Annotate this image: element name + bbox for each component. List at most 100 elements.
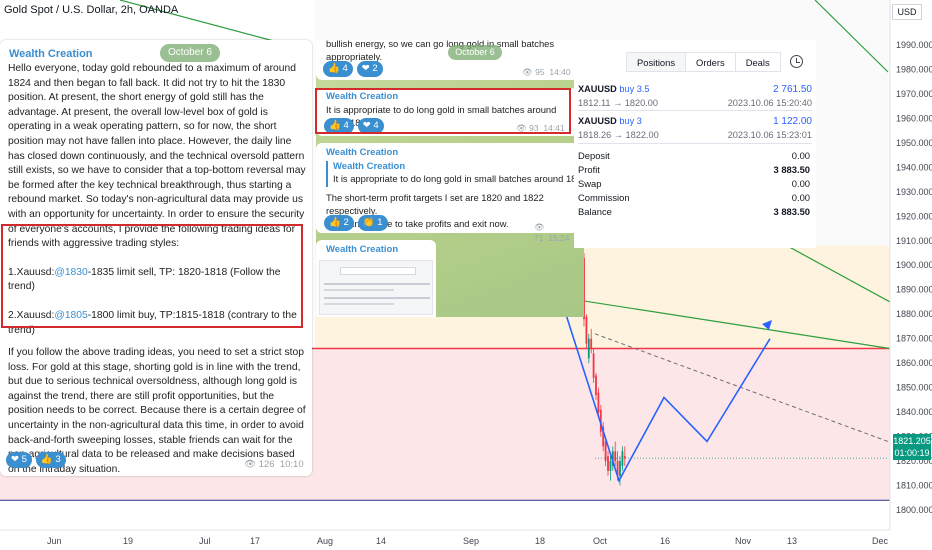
candle-body: [609, 461, 612, 471]
reactions: 👍 2 👏 1: [324, 215, 388, 231]
candle-body: [607, 456, 609, 471]
reaction-clap[interactable]: 👏 1: [357, 215, 388, 231]
channel-name[interactable]: Wealth Creation: [326, 147, 399, 158]
view-count: 126: [258, 459, 275, 470]
price-label: 1880.000: [896, 309, 932, 319]
dashed-trend-line: [594, 333, 889, 442]
reaction-heart[interactable]: ❤ 2: [356, 61, 383, 77]
price-label: 1910.000: [896, 236, 932, 246]
candle-body: [595, 375, 597, 395]
quoted-message[interactable]: Wealth Creation It is appropriate to do …: [326, 161, 575, 187]
message-bubble-3: Wealth Creation Wealth Creation It is ap…: [316, 143, 578, 243]
currency-button[interactable]: USD: [892, 4, 922, 20]
tab-positions[interactable]: Positions: [626, 52, 687, 72]
price-label: 1850.000: [896, 383, 932, 393]
eye-icon: 👁: [244, 459, 257, 470]
time-label: 18: [535, 536, 545, 546]
reaction-thumbs-up[interactable]: 👍 4: [323, 61, 353, 77]
price-label: 1960.000: [896, 113, 932, 123]
highlight-box: [315, 88, 571, 134]
candle-body: [587, 338, 590, 359]
price-label: 1980.000: [896, 64, 932, 74]
sell-zone-left: [0, 475, 315, 501]
price-label: 1970.000: [896, 89, 932, 99]
candle-body: [602, 426, 605, 447]
reaction-thumbs-up[interactable]: 👍 4: [324, 118, 354, 134]
candle-body: [583, 257, 585, 320]
price-label: 1860.000: [896, 358, 932, 368]
telegram-feed: bullish energy, so we can go long gold i…: [315, 38, 584, 317]
projection-path: [561, 301, 772, 483]
mention-link-2[interactable]: @1805: [54, 309, 88, 321]
reactions: 👍 4 ❤ 2: [323, 61, 383, 77]
last-price-tag: 1821.205 01:00:19: [893, 434, 931, 460]
date-pill: October 6: [448, 45, 502, 60]
candle-body: [621, 451, 624, 466]
post-paragraph-2: If you follow the above trading ideas, y…: [8, 347, 306, 475]
channel-name[interactable]: Wealth Creation: [9, 48, 93, 60]
account-balance: Balance 3 883.50: [578, 206, 810, 217]
time-label: 17: [250, 536, 260, 546]
tab-orders[interactable]: Orders: [686, 52, 736, 72]
account-deposit: Deposit 0.00: [578, 150, 810, 161]
price-label: 1990.000: [896, 40, 932, 50]
projection-line: [561, 301, 771, 483]
position-row[interactable]: XAUUSD buy 3 1 122.00 1818.26 → 1822.00 …: [578, 116, 812, 140]
candle-body: [614, 451, 617, 462]
trading-panel: Positions Orders Deals XAUUSD buy 3.5 2 …: [574, 40, 816, 248]
reactions: 👍 4 ❤ 4: [324, 118, 384, 134]
channel-name[interactable]: Wealth Creation: [326, 91, 399, 102]
bar-countdown: 01:00:19: [894, 448, 930, 458]
mention-link-1[interactable]: @1830: [54, 266, 88, 278]
price-label: 1930.000: [896, 187, 932, 197]
time-label: Dec: [872, 536, 889, 546]
time-label: Jul: [199, 536, 211, 546]
last-price: 1821.205: [893, 436, 931, 446]
message-text: bullish energy, so we can go long gold i…: [326, 38, 555, 62]
candle-body: [599, 409, 602, 432]
message-text: The short-term profit targets I set are …: [326, 192, 544, 229]
message-bubble-4: Wealth Creation: [316, 240, 436, 317]
main-post-card: Wealth Creation October 6 Hello everyone…: [0, 40, 312, 476]
reaction-heart[interactable]: ❤ 4: [357, 118, 384, 134]
price-label: 1820.000: [896, 456, 932, 466]
price-label: 1920.000: [896, 211, 932, 221]
clock-icon[interactable]: [790, 55, 803, 68]
projection-arrow: [762, 320, 772, 330]
post-meta: 👁 126 10:10: [244, 459, 304, 470]
position-profit: 2 761.50: [773, 84, 812, 95]
channel-name[interactable]: Wealth Creation: [326, 244, 399, 255]
message-meta: 👁 93 14:41: [516, 123, 565, 133]
tab-deals[interactable]: Deals: [735, 52, 781, 72]
reaction-thumbs-up[interactable]: 👍 3: [35, 452, 66, 468]
reactions: ❤ 5 👍 3: [6, 452, 66, 468]
candle-body: [597, 392, 600, 413]
chart-title: Gold Spot / U.S. Dollar, 2h, OANDA: [4, 4, 179, 16]
message-bubble-2: Wealth Creation It is appropriate to do …: [316, 88, 578, 136]
trend-line-right: [814, 0, 889, 73]
price-label: 1870.000: [896, 334, 932, 344]
message-meta: 👁 95 14:40: [522, 67, 571, 77]
post-time: 10:10: [279, 459, 304, 470]
reaction-heart[interactable]: ❤ 5: [6, 452, 32, 468]
time-label: Sep: [463, 536, 479, 546]
time-axis[interactable]: Jun 19 Jul 17 Aug 14 Sep 18 Oct 16 Nov 13 Dec: [0, 529, 932, 550]
candle-body: [592, 353, 595, 378]
price-label: 1950.000: [896, 138, 932, 148]
time-axis-bg: [0, 530, 932, 550]
price-label: 1810.000: [896, 480, 932, 490]
message-bubble-prev: bullish energy, so we can go long gold i…: [316, 38, 578, 80]
trade-idea-2: 2.Xauusd:@1805-1800 limit buy, TP:1815-1…: [8, 309, 297, 336]
reaction-thumbs-up[interactable]: 👍 2: [324, 215, 354, 231]
time-label: 16: [660, 536, 670, 546]
price-label: 1800.000: [896, 505, 932, 515]
account-profit: Profit 3 883.50: [578, 164, 810, 175]
time-label: 14: [376, 536, 386, 546]
screenshot-thumbnail[interactable]: [319, 260, 433, 315]
candle-body: [590, 338, 593, 349]
time-label: Jun: [47, 536, 62, 546]
candle-body: [623, 456, 626, 459]
position-row[interactable]: XAUUSD buy 3.5 2 761.50 1812.11 → 1820.0…: [578, 84, 812, 108]
candle-body: [604, 441, 607, 462]
time-label: 19: [123, 536, 133, 546]
